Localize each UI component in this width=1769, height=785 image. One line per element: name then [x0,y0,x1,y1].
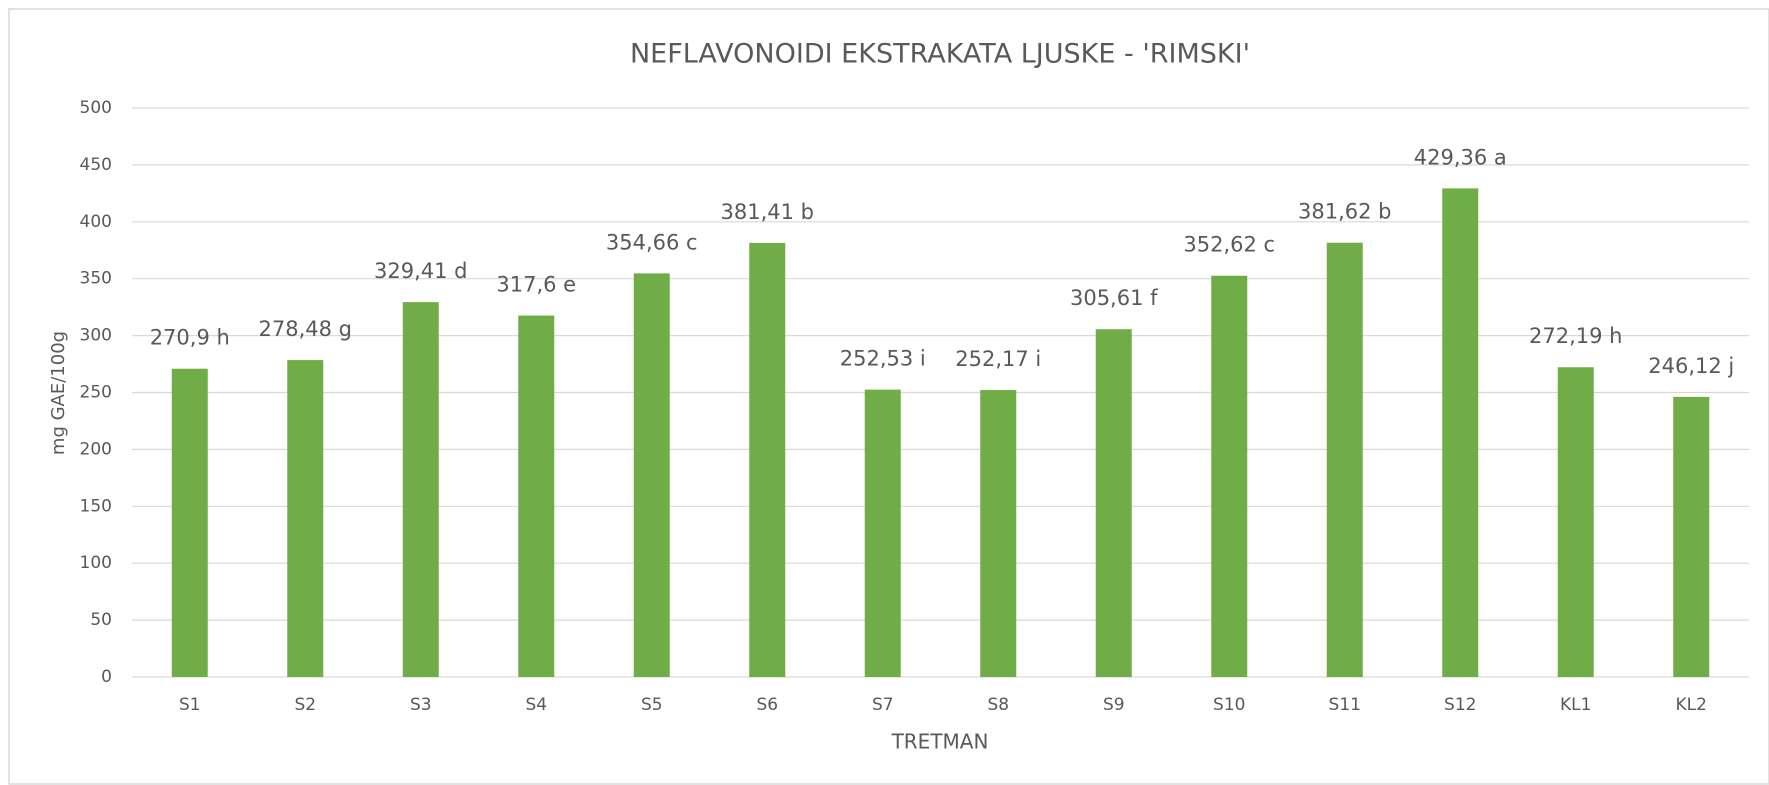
x-tick-label: S11 [1329,695,1361,715]
data-label: 381,62 b [1298,200,1392,224]
x-tick-label: S7 [872,695,894,715]
x-tick-label: S12 [1444,695,1476,715]
bar [1442,188,1479,678]
bar [1326,242,1363,678]
data-label: 429,36 a [1414,145,1507,169]
y-tick-label: 0 [101,667,112,687]
x-tick-label: KL2 [1676,695,1707,715]
y-tick-label: 400 [80,212,112,232]
x-tick-label: S6 [756,695,778,715]
data-label: 246,12 j [1648,354,1734,378]
bar [171,368,208,677]
x-tick-label: S9 [1103,695,1125,715]
bar [633,273,670,677]
y-tick-label: 200 [80,439,112,459]
y-tick-label: 100 [80,553,112,573]
y-tick-label: 500 [80,98,112,118]
data-label: 352,62 c [1183,233,1275,257]
bar [287,360,324,677]
x-tick-label: S5 [641,695,663,715]
data-label: 252,17 i [955,347,1041,371]
y-tick-label: 150 [80,496,112,516]
data-label: 354,66 c [606,230,698,254]
x-axis-title: TRETMAN [891,730,989,754]
data-label: 252,53 i [840,347,926,371]
y-tick-label: 250 [80,383,112,403]
x-tick-label: S2 [294,695,316,715]
bar [980,390,1017,677]
bar [864,389,901,677]
bar [402,302,439,677]
data-label: 270,9 h [150,326,230,350]
data-label: 317,6 e [496,273,576,297]
x-tick-label: S1 [179,695,201,715]
bar [1095,329,1132,677]
y-tick-label: 300 [80,326,112,346]
x-tick-label: S3 [410,695,432,715]
x-tick-label: S4 [525,695,547,715]
bar [1211,275,1248,677]
data-label: 278,48 g [259,317,353,341]
data-label: 305,61 f [1070,286,1158,310]
x-tick-label: S8 [987,695,1009,715]
bar [518,315,555,677]
bar [749,242,786,677]
data-label: 381,41 b [721,200,815,224]
data-label: 329,41 d [374,259,468,283]
bar [1557,367,1594,677]
x-tick-label: KL1 [1560,695,1591,715]
y-axis-title: mg GAE/100g [48,331,69,455]
y-tick-label: 50 [90,610,112,630]
chart-title: NEFLAVONOIDI EKSTRAKATA LJUSKE - 'RIMSKI… [630,39,1250,70]
y-tick-label: 450 [80,155,112,175]
x-tick-label: S10 [1213,695,1245,715]
data-label: 272,19 h [1529,324,1622,348]
bar [1673,396,1710,677]
y-tick-label: 350 [80,269,112,289]
